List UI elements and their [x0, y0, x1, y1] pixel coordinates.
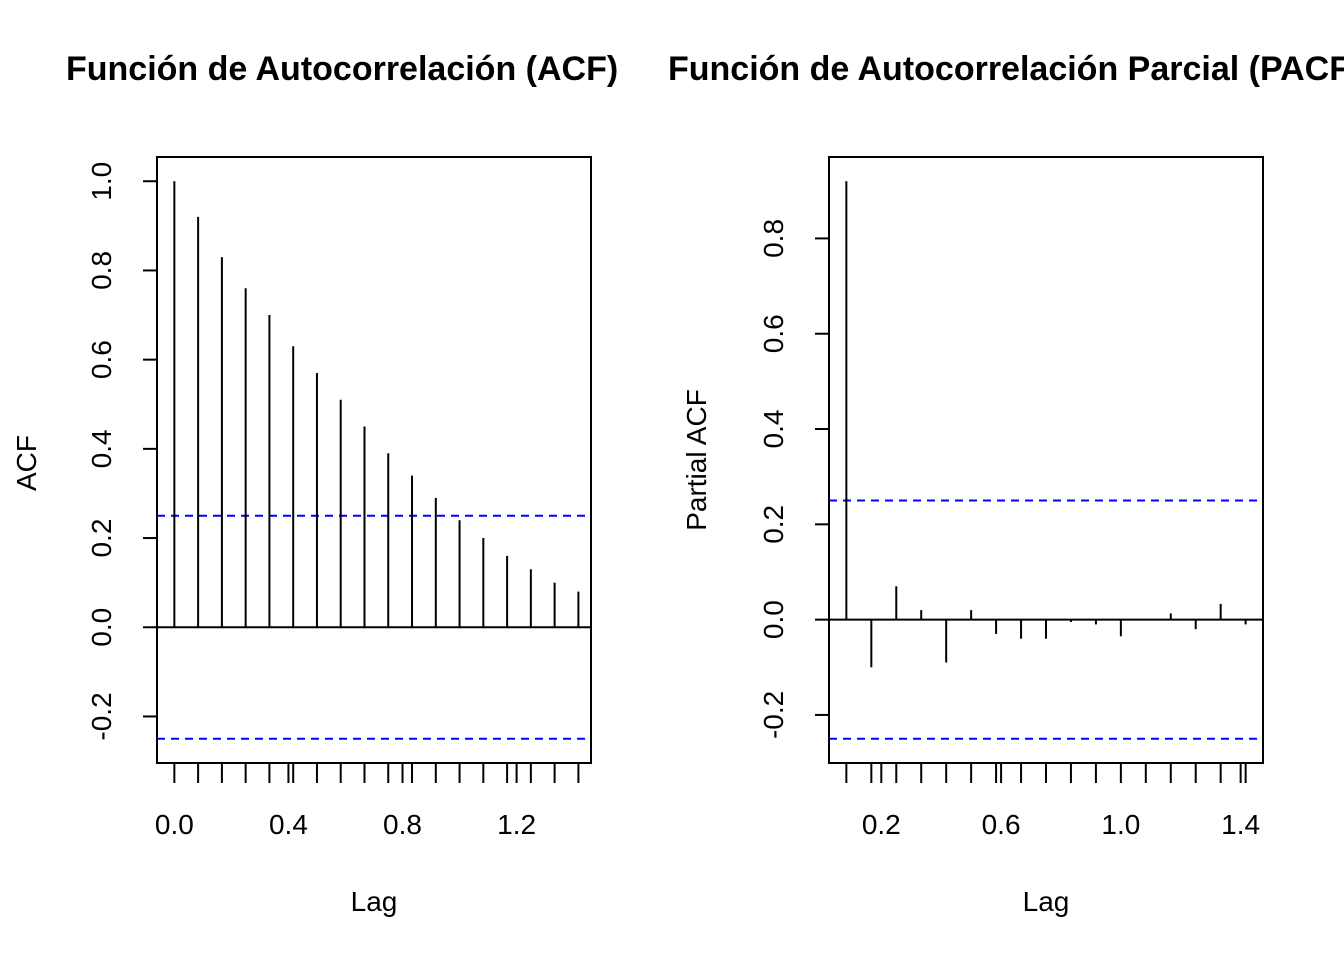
- acf-y-tick-label: 0.2: [86, 519, 117, 558]
- acf-x-tick-label: 0.4: [269, 809, 308, 840]
- pacf-y-label: Partial ACF: [681, 389, 712, 531]
- acf-panel: Función de Autocorrelación (ACF) 0.0 0.4 0…: [11, 50, 618, 917]
- pacf-confidence-band: [829, 499, 1263, 740]
- acf-x-tick-label: 0.8: [383, 809, 422, 840]
- pacf-bars: [845, 181, 1247, 668]
- pacf-panel: 0.2 0.6 1.0 1.4 -0.2 0.0 0.2 0.4 0.6 0.8 Lag Par…: [668, 50, 1344, 917]
- pacf-y-tick-label: 0.6: [758, 314, 789, 353]
- acf-plot-box: [156, 156, 592, 764]
- pacf-title: Función de Autocorrelación Parcial (PACF…: [668, 50, 1344, 88]
- pacf-x-tick-label: 0.2: [862, 809, 901, 840]
- acf-x-label: Lag: [351, 886, 398, 917]
- acf-y-tick-label: 0.6: [86, 340, 117, 379]
- pacf-x-tick-label: 0.6: [982, 809, 1021, 840]
- acf-x-tick-label: 1.2: [497, 809, 536, 840]
- pacf-x-tick-label: 1.0: [1101, 809, 1140, 840]
- pacf-y-tick-label: 0.8: [758, 219, 789, 258]
- acf-y-label: ACF: [11, 435, 42, 491]
- pacf-y-tick-label: 0.2: [758, 505, 789, 544]
- acf-bars: [173, 181, 580, 628]
- pacf-y-tick-label: -0.2: [758, 691, 789, 739]
- acf-y-tick-label: 0.8: [86, 251, 117, 290]
- pacf-x-axis: 0.2 0.6 1.0 1.4: [845, 763, 1260, 840]
- acf-y-tick-label: 0.4: [86, 429, 117, 468]
- acf-y-tick-label: 1.0: [86, 162, 117, 201]
- pacf-x-label: Lag: [1023, 886, 1070, 917]
- acf-y-axis: -0.2 0.0 0.2 0.4 0.6 0.8 1.0: [86, 162, 157, 741]
- acf-y-tick-label: 0.0: [86, 608, 117, 647]
- acf-confidence-band: [157, 514, 591, 740]
- pacf-y-axis: -0.2 0.0 0.2 0.4 0.6 0.8: [758, 219, 829, 739]
- pacf-plot-box: [828, 156, 1264, 764]
- acf-x-axis: 0.0 0.4 0.8 1.2: [155, 763, 580, 840]
- acf-title: Función de Autocorrelación (ACF): [66, 50, 618, 88]
- acf-x-tick-label: 0.0: [155, 809, 194, 840]
- pacf-y-tick-label: 0.0: [758, 600, 789, 639]
- pacf-x-tick-label: 1.4: [1221, 809, 1260, 840]
- pacf-y-tick-label: 0.4: [758, 410, 789, 449]
- acf-y-tick-label: -0.2: [86, 692, 117, 740]
